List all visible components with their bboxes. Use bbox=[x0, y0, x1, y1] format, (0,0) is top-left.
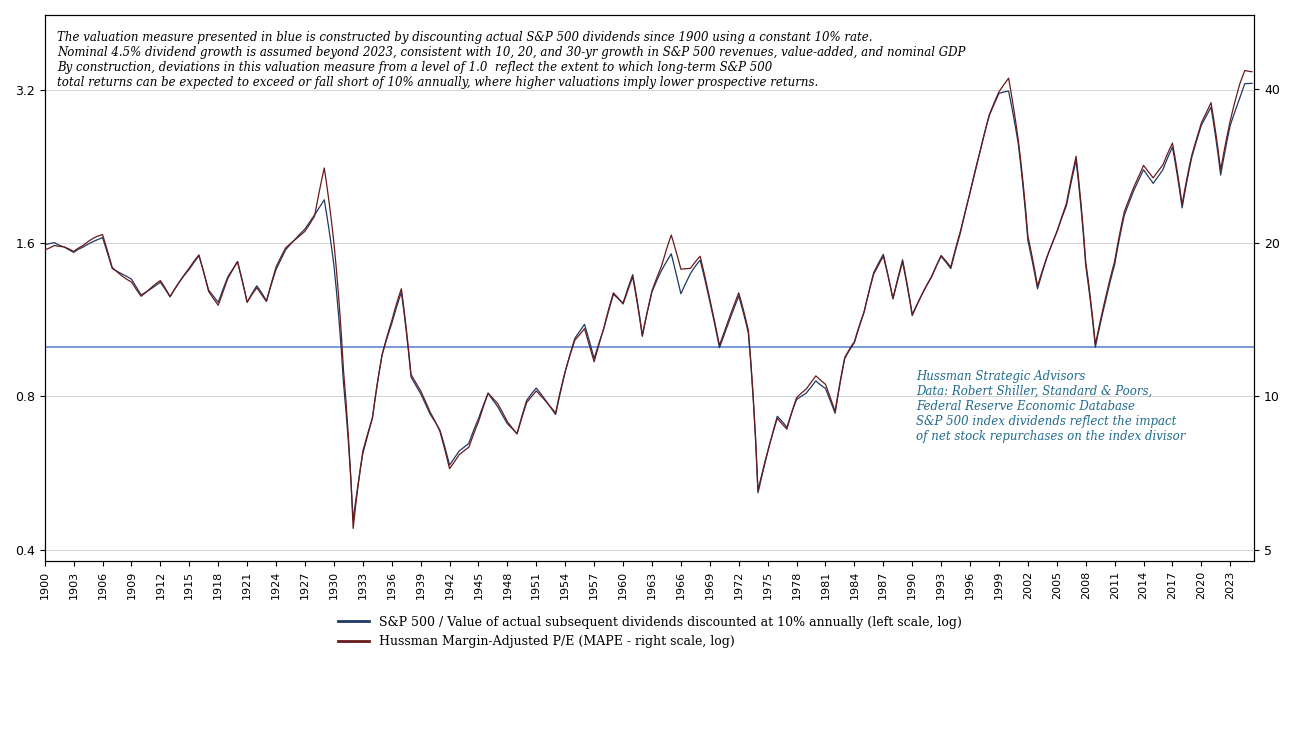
Legend: S&P 500 / Value of actual subsequent dividends discounted at 10% annually (left : S&P 500 / Value of actual subsequent div… bbox=[333, 611, 966, 653]
Text: The valuation measure presented in blue is constructed by discounting actual S&P: The valuation measure presented in blue … bbox=[57, 31, 965, 90]
Text: Hussman Strategic Advisors
Data: Robert Shiller, Standard & Poors,
Federal Reser: Hussman Strategic Advisors Data: Robert … bbox=[916, 370, 1185, 443]
